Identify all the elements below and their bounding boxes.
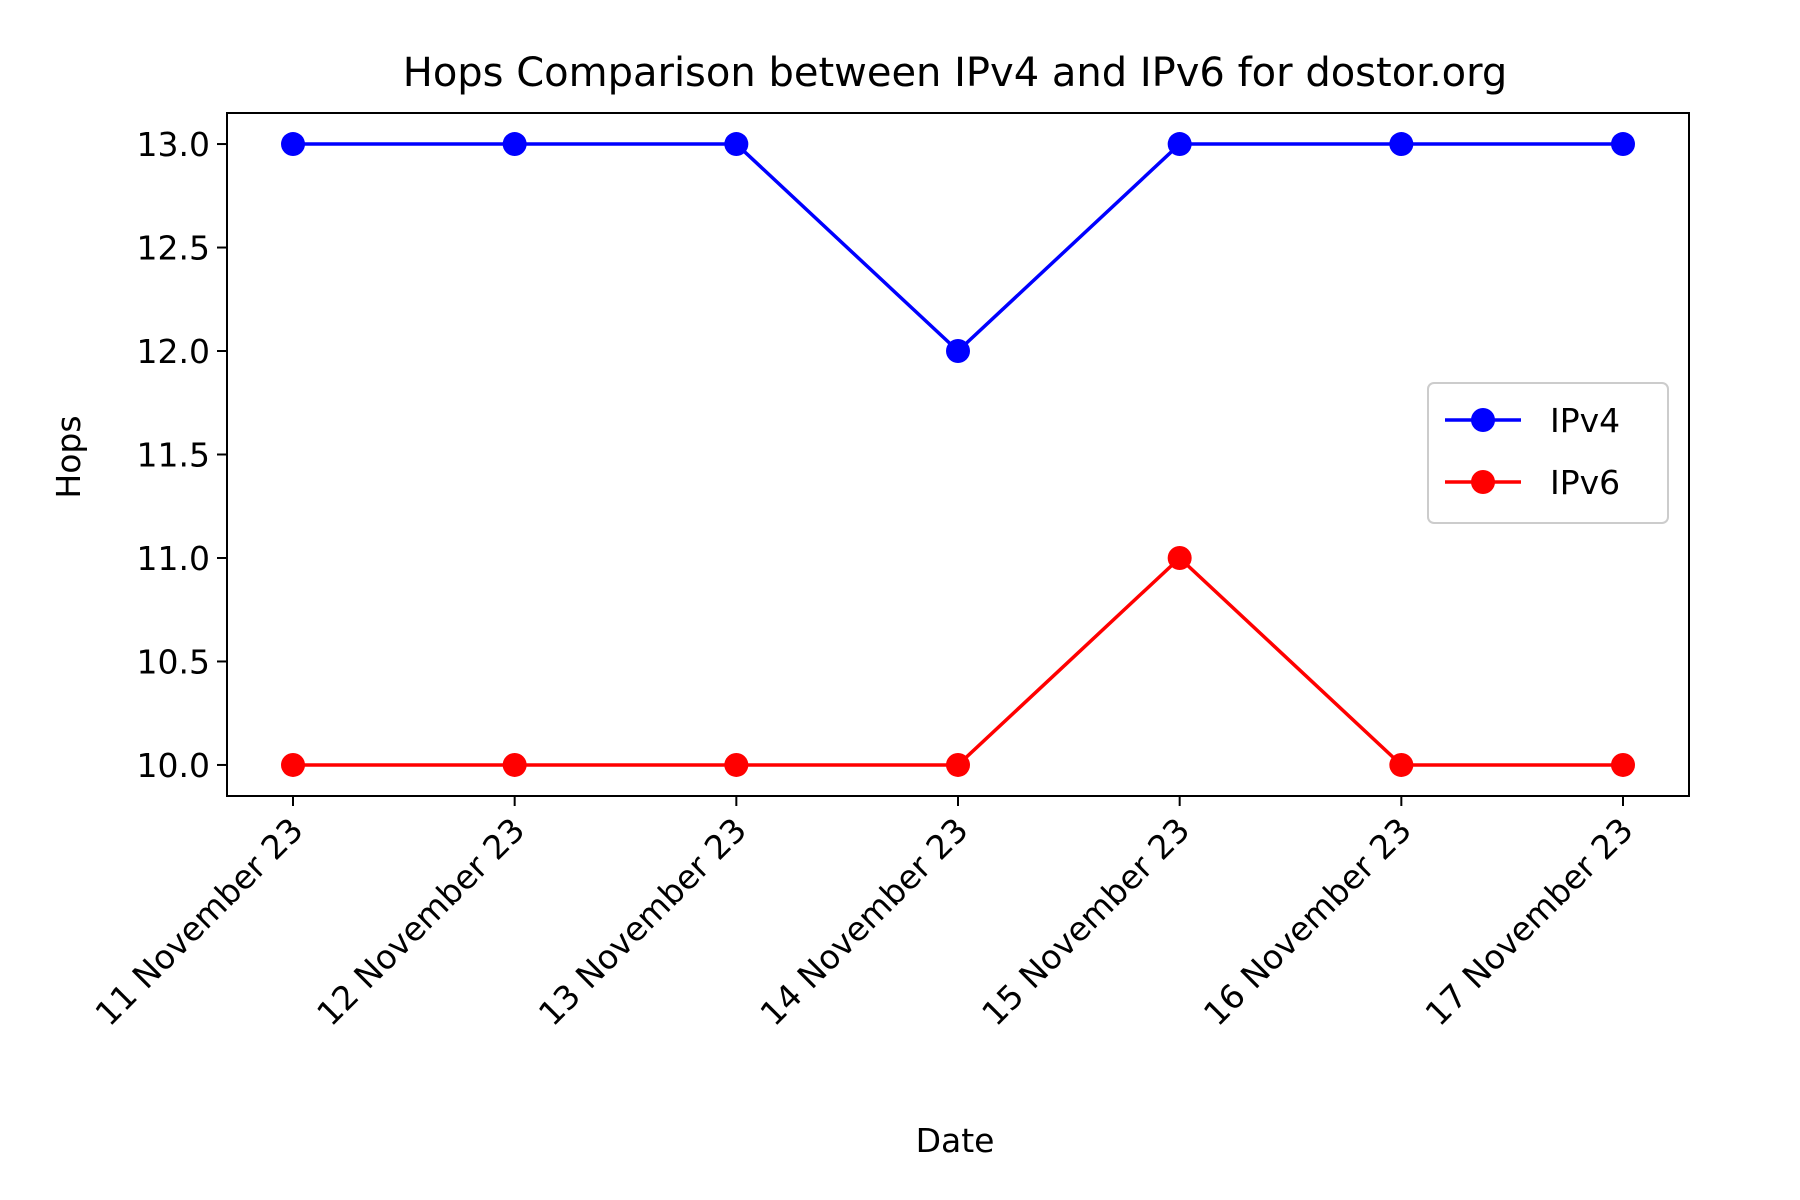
data-point-ipv6 — [502, 752, 527, 777]
series-line-ipv6 — [293, 556, 1623, 767]
series-line-ipv4 — [293, 142, 1623, 353]
x-tick-label: 11 November 23 — [87, 810, 310, 1033]
y-tick-label: 12.5 — [137, 229, 210, 268]
data-point-ipv6 — [1167, 545, 1192, 570]
x-tick-label: 16 November 23 — [1196, 810, 1419, 1033]
data-point-ipv4 — [502, 132, 527, 157]
y-tick-label: 10.5 — [137, 642, 210, 681]
data-point-ipv4 — [1167, 132, 1192, 157]
data-point-ipv4 — [281, 132, 305, 157]
y-axis-label: Hops — [49, 415, 88, 498]
x-tick-label: 14 November 23 — [752, 810, 975, 1033]
x-tick-label: 15 November 23 — [974, 810, 1197, 1033]
data-point-ipv6 — [724, 752, 749, 777]
chart-title: Hops Comparison between IPv4 and IPv6 fo… — [403, 50, 1508, 96]
y-tick-label: 12.0 — [137, 332, 210, 371]
legend-frame — [1427, 382, 1669, 524]
data-point-ipv6 — [281, 752, 305, 777]
legend-marker-ipv6 — [1471, 470, 1495, 494]
data-point-ipv4 — [1611, 132, 1635, 157]
x-tick-label: 12 November 23 — [309, 810, 532, 1033]
x-tick-label: 17 November 23 — [1417, 810, 1640, 1033]
x-tick-label: 13 November 23 — [531, 810, 754, 1033]
data-point-ipv6 — [946, 752, 970, 777]
y-tick-label: 11.0 — [137, 539, 210, 578]
legend: IPv4 IPv6 — [1427, 382, 1669, 524]
x-axis-label: Date — [916, 1121, 995, 1160]
data-point-ipv4 — [946, 339, 970, 364]
y-tick-label: 13.0 — [137, 125, 210, 164]
data-point-ipv4 — [1389, 132, 1414, 157]
legend-marker-ipv4 — [1471, 408, 1495, 432]
legend-label-ipv6: IPv6 — [1550, 463, 1620, 502]
legend-label-ipv4: IPv4 — [1550, 401, 1620, 440]
data-point-ipv4 — [724, 132, 749, 157]
data-point-ipv6 — [1611, 752, 1635, 777]
data-point-ipv6 — [1389, 752, 1414, 777]
axes-frame — [226, 112, 1690, 797]
y-tick-label: 11.5 — [137, 436, 210, 475]
y-tick-label: 10.0 — [137, 746, 210, 785]
plot-area: 10.0 10.5 11.0 11.5 12.0 12.5 13.0 11 November … — [87, 125, 1640, 1033]
